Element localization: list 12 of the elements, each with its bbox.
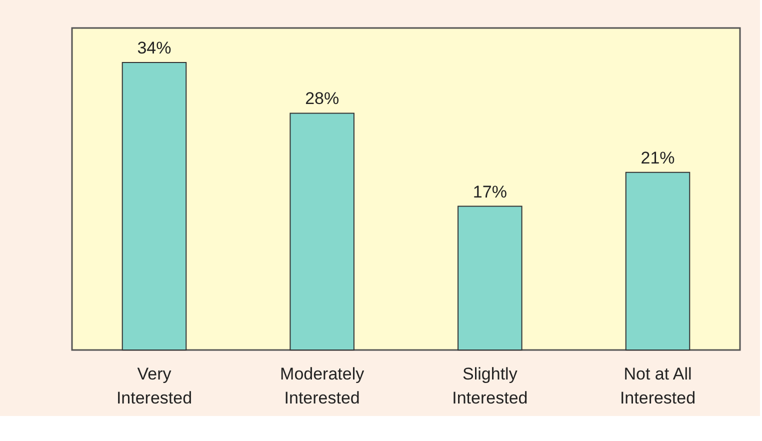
x-tick-label: Very Interested (116, 364, 192, 408)
data-label: 28% (305, 89, 340, 108)
bar (122, 62, 187, 350)
data-label: 21% (640, 148, 675, 168)
x-tick-label: Slightly Interested (452, 364, 528, 408)
data-label: 17% (472, 182, 507, 202)
data-label: 34% (137, 38, 172, 58)
bar (458, 206, 522, 350)
x-tick-label: Not at All Interested (620, 364, 696, 408)
x-tick-label: Moderately Interested (280, 364, 365, 408)
bar (625, 172, 690, 350)
bar (290, 112, 354, 350)
